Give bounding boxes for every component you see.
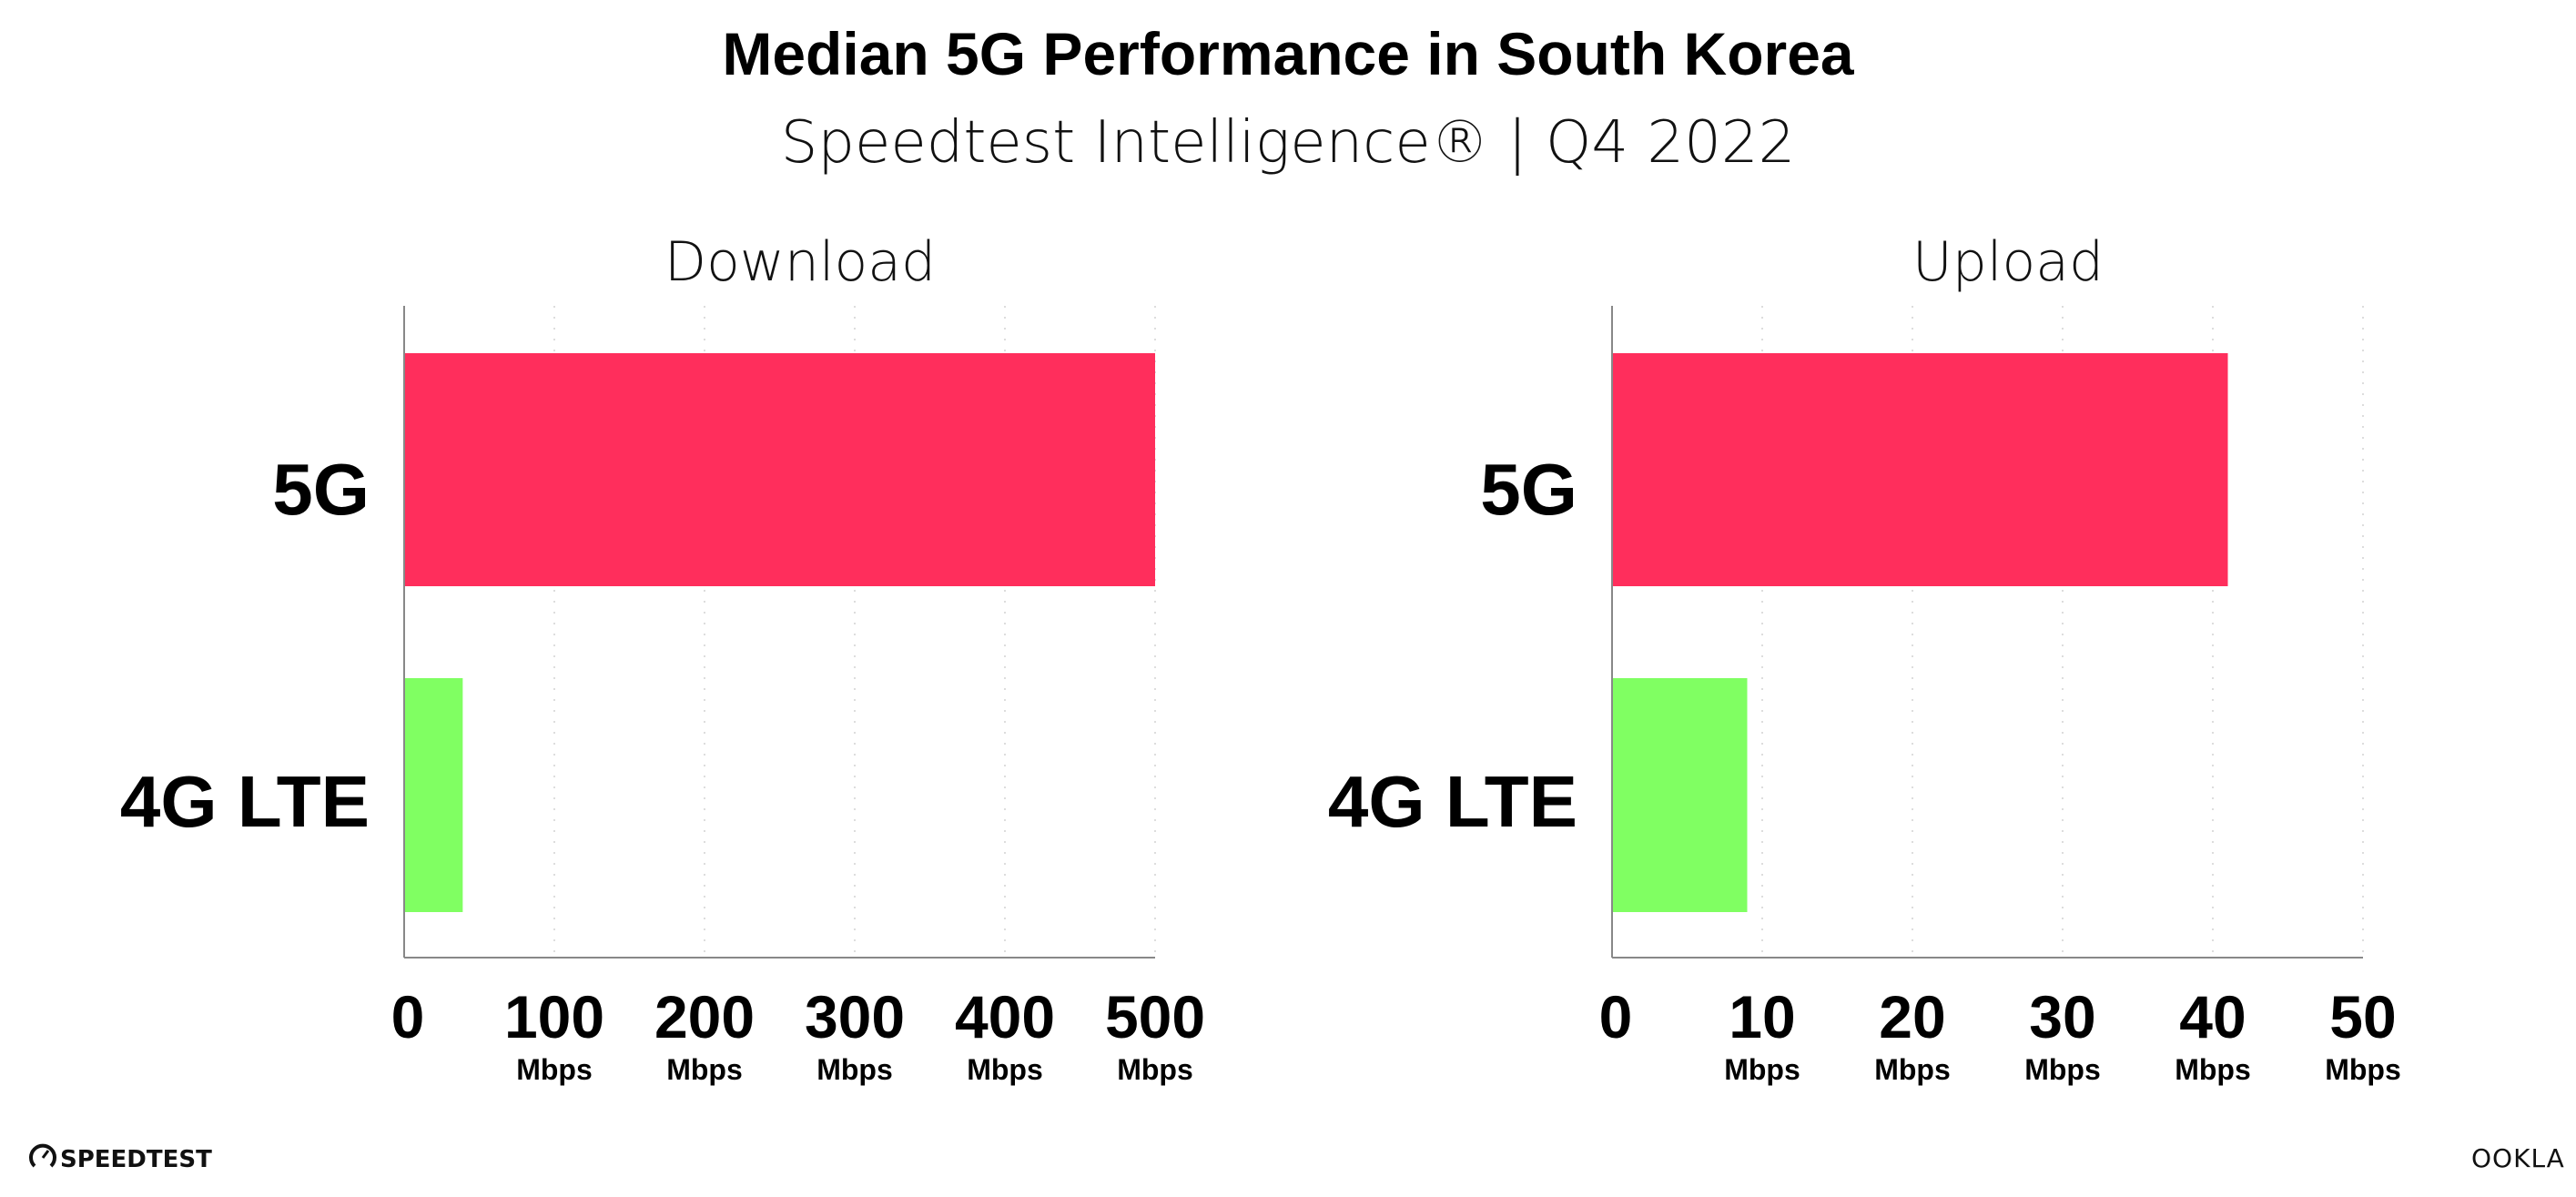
tick-label: 500: [1105, 983, 1205, 1050]
speedtest-logo-text: SPEEDTEST: [60, 1146, 212, 1173]
bar-4g-lte: [404, 678, 463, 912]
tick-label: 30: [2029, 983, 2095, 1050]
tick-unit: Mbps: [2024, 1053, 2101, 1086]
tick-unit: Mbps: [2175, 1053, 2251, 1086]
tick-label: 100: [504, 983, 604, 1050]
tick-label: 50: [2329, 983, 2396, 1050]
tick-unit: Mbps: [816, 1053, 893, 1086]
tick-label: 400: [955, 983, 1055, 1050]
tick-unit: Mbps: [967, 1053, 1043, 1086]
tick-unit: Mbps: [1724, 1053, 1800, 1086]
bar-5g: [404, 353, 1155, 586]
bar-4g-lte: [1612, 678, 1748, 912]
download-panel-title: Download: [664, 230, 936, 294]
chart-subtitle: Speedtest Intelligence® | Q4 2022: [781, 109, 1796, 177]
tick-label: 20: [1879, 983, 1945, 1050]
speedtest-logo: SPEEDTEST: [29, 1143, 212, 1173]
tick-unit: Mbps: [2325, 1053, 2401, 1086]
category-label: 5G: [272, 449, 370, 530]
tick-unit: Mbps: [666, 1053, 743, 1086]
bar-5g: [1612, 353, 2228, 586]
download-chart: 0 100Mbps200Mbps300Mbps400Mbps500Mbps5G4G…: [120, 306, 1205, 1086]
tick-label: 0: [391, 983, 425, 1050]
category-label: 4G LTE: [120, 761, 370, 842]
tick-label: 40: [2179, 983, 2246, 1050]
category-label: 5G: [1480, 449, 1577, 530]
tick-label: 10: [1729, 983, 1795, 1050]
upload-panel-title: Upload: [1912, 230, 2104, 294]
tick-unit: Mbps: [1117, 1053, 1193, 1086]
tick-label: 200: [654, 983, 755, 1050]
ookla-logo: OOKLA: [2471, 1143, 2565, 1173]
chart-title: Median 5G Performance in South Korea: [722, 20, 1855, 87]
gauge-needle: [41, 1150, 50, 1159]
gauge-icon: [29, 1143, 56, 1168]
category-label: 4G LTE: [1328, 761, 1577, 842]
tick-label: 300: [805, 983, 905, 1050]
tick-label: 0: [1599, 983, 1633, 1050]
tick-unit: Mbps: [516, 1053, 593, 1086]
tick-unit: Mbps: [1874, 1053, 1951, 1086]
